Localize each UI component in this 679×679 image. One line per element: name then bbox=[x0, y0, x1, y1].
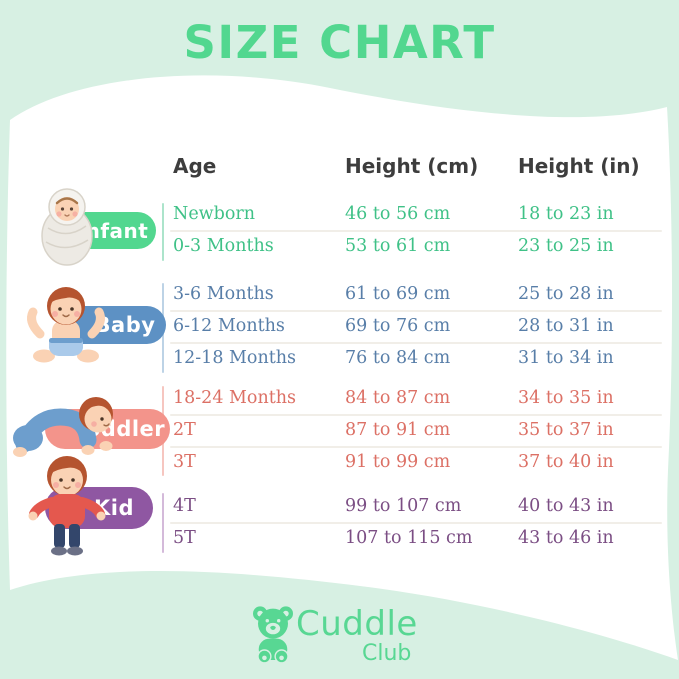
standing-kid-illustration bbox=[28, 456, 106, 556]
age-cell: 5T bbox=[173, 528, 196, 548]
teddy-bear-icon bbox=[253, 606, 293, 664]
age-cell: 2T bbox=[173, 420, 196, 440]
row-separator bbox=[170, 522, 662, 524]
height-cm-cell: 46 to 56 cm bbox=[345, 204, 451, 224]
row-separator bbox=[170, 414, 662, 416]
age-cell: 3-6 Months bbox=[173, 284, 274, 304]
height-cm-cell: 87 to 91 cm bbox=[345, 420, 451, 440]
crawling-toddler-illustration bbox=[13, 397, 113, 457]
age-cell: 0-3 Months bbox=[173, 236, 274, 256]
height-in-cell: 28 to 31 in bbox=[518, 316, 614, 336]
brand-name: Cuddle bbox=[296, 604, 418, 644]
height-cm-cell: 61 to 69 cm bbox=[345, 284, 451, 304]
height-in-cell: 18 to 23 in bbox=[518, 204, 614, 224]
age-cell: Newborn bbox=[173, 204, 256, 224]
height-cm-cell: 107 to 115 cm bbox=[345, 528, 473, 548]
height-in-cell: 37 to 40 in bbox=[518, 452, 614, 472]
swaddled-infant-illustration bbox=[41, 188, 93, 266]
height-cm-cell: 76 to 84 cm bbox=[345, 348, 451, 368]
age-cell: 6-12 Months bbox=[173, 316, 285, 336]
age-cell: 3T bbox=[173, 452, 196, 472]
height-cm-cell: 99 to 107 cm bbox=[345, 496, 462, 516]
height-cm-cell: 53 to 61 cm bbox=[345, 236, 451, 256]
age-cell: 12-18 Months bbox=[173, 348, 297, 368]
page-title: SIZE CHART bbox=[183, 16, 496, 69]
height-in-cell: 34 to 35 in bbox=[518, 388, 614, 408]
height-in-cell: 31 to 34 in bbox=[518, 348, 614, 368]
height-in-cell: 23 to 25 in bbox=[518, 236, 614, 256]
row-separator bbox=[170, 446, 662, 448]
brand-subname: Club bbox=[362, 641, 412, 666]
height-in-cell: 35 to 37 in bbox=[518, 420, 614, 440]
column-header-height-in: Height (in) bbox=[518, 154, 640, 178]
row-separator bbox=[170, 310, 662, 312]
height-cm-cell: 84 to 87 cm bbox=[345, 388, 451, 408]
column-header-height-cm: Height (cm) bbox=[345, 154, 479, 178]
height-in-cell: 25 to 28 in bbox=[518, 284, 614, 304]
age-cell: 4T bbox=[173, 496, 196, 516]
height-in-cell: 40 to 43 in bbox=[518, 496, 614, 516]
sitting-baby-illustration bbox=[27, 287, 105, 363]
age-cell: 18-24 Months bbox=[173, 388, 297, 408]
row-separator bbox=[170, 342, 662, 344]
row-separator bbox=[170, 230, 662, 232]
height-in-cell: 43 to 46 in bbox=[518, 528, 614, 548]
height-cm-cell: 91 to 99 cm bbox=[345, 452, 451, 472]
height-cm-cell: 69 to 76 cm bbox=[345, 316, 451, 336]
column-header-age: Age bbox=[173, 154, 217, 178]
